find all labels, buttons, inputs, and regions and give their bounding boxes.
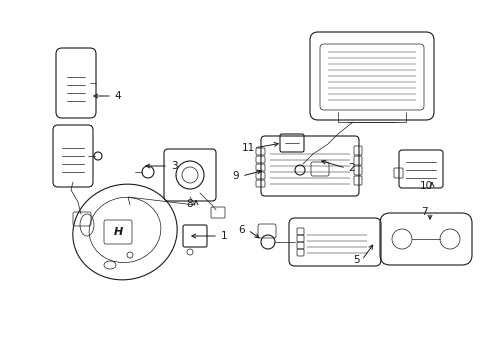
Text: H: H bbox=[113, 227, 122, 237]
Text: 1: 1 bbox=[220, 231, 227, 241]
Text: 6: 6 bbox=[238, 225, 245, 235]
Text: 3: 3 bbox=[170, 161, 177, 171]
Text: 9: 9 bbox=[232, 171, 239, 181]
Text: 7: 7 bbox=[420, 207, 427, 217]
Text: 11: 11 bbox=[241, 143, 254, 153]
Text: 8: 8 bbox=[186, 199, 193, 209]
Text: 5: 5 bbox=[352, 255, 359, 265]
Text: 2: 2 bbox=[348, 163, 355, 173]
Text: 10: 10 bbox=[419, 181, 432, 191]
Text: 4: 4 bbox=[115, 91, 121, 101]
